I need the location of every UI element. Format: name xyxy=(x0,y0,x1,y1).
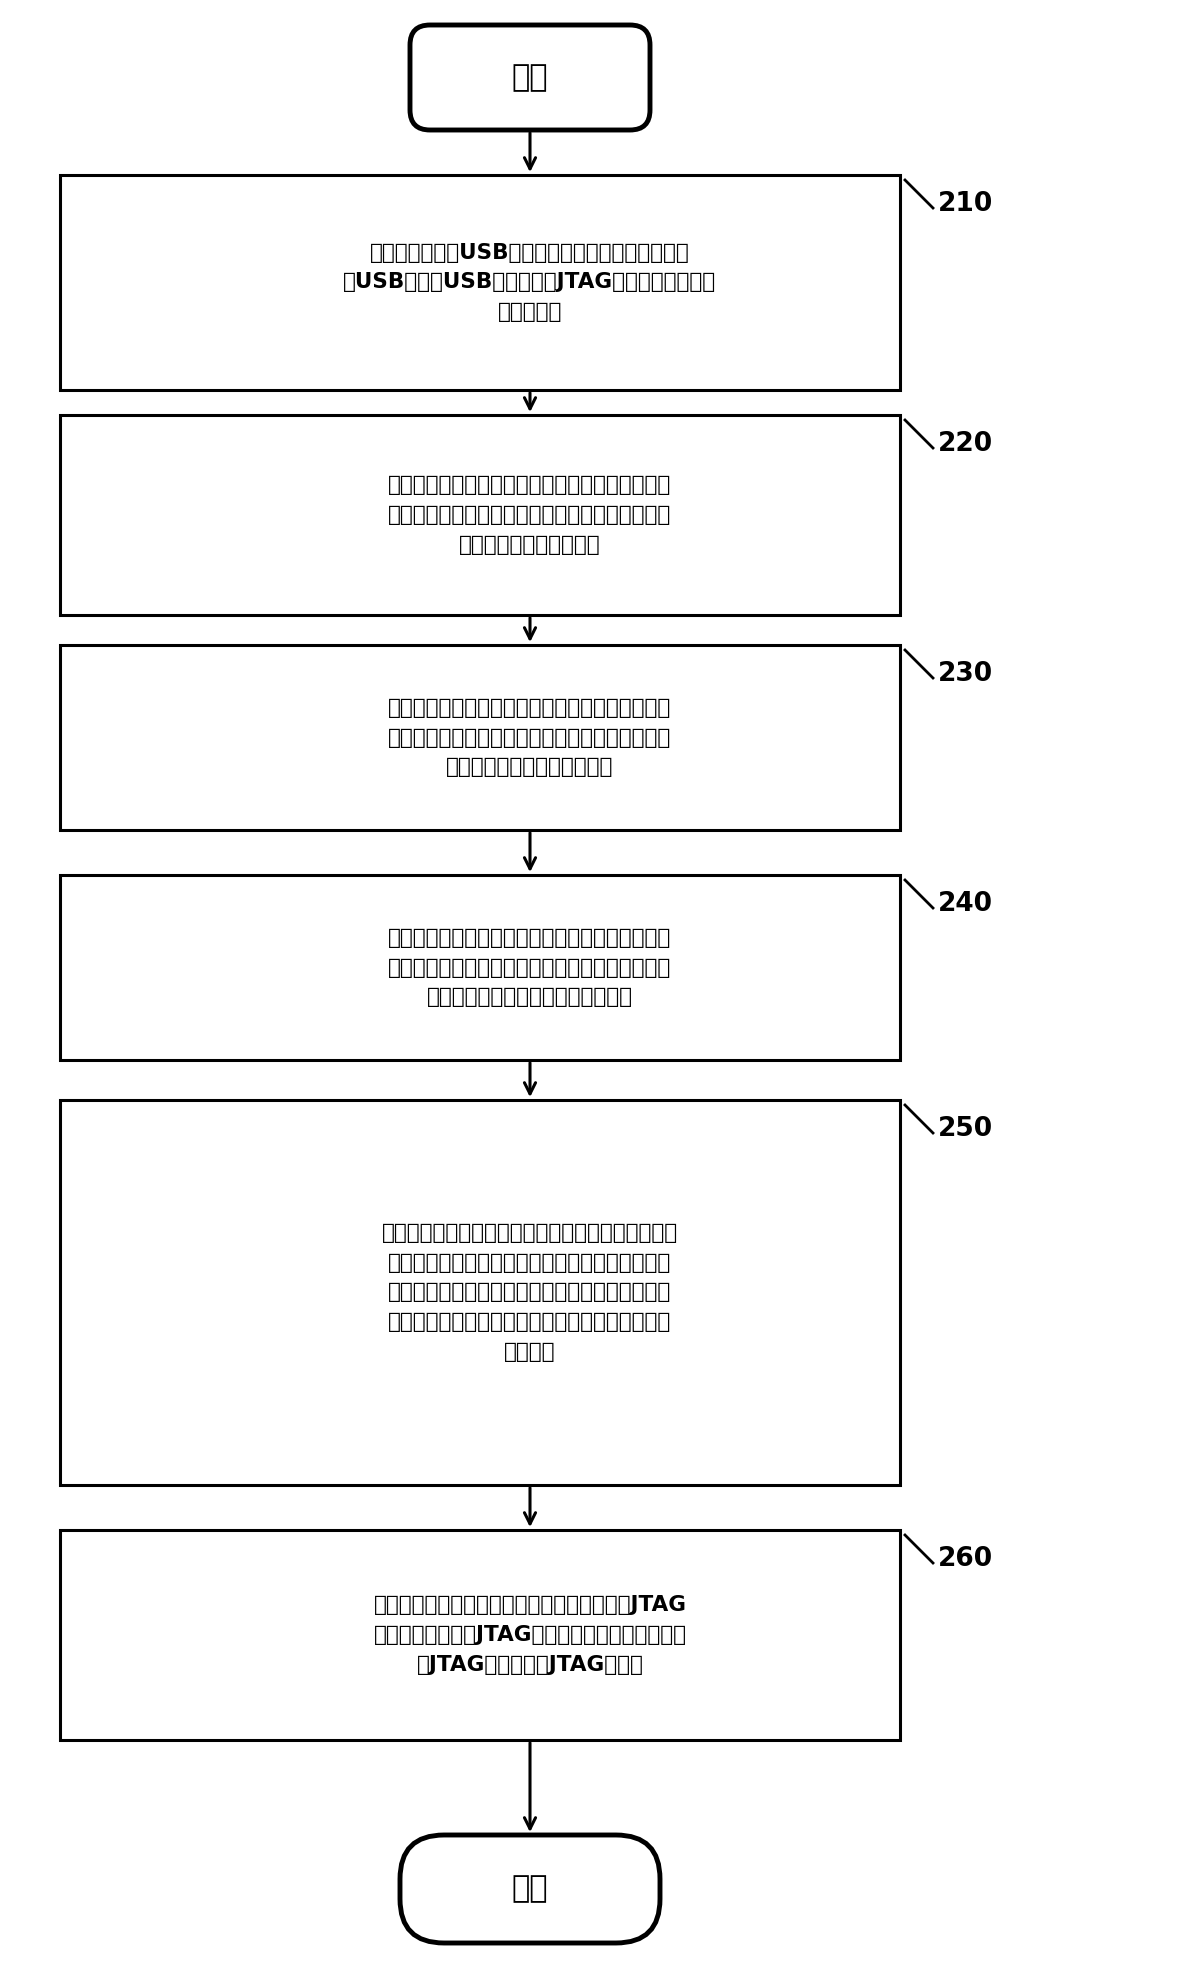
Text: 210: 210 xyxy=(938,191,993,217)
Bar xyxy=(60,876,900,1061)
Text: 该反馈模块的模拟转数字元件持续将该第二输出电
压转换为相应的电压数值，并且通过该集成电路总
线将该电压数值传送至该微控制单元: 该反馈模块的模拟转数字元件持续将该第二输出电 压转换为相应的电压数值，并且通过该… xyxy=(388,929,671,1008)
Text: 230: 230 xyxy=(938,661,993,686)
Text: 开始: 开始 xyxy=(512,63,548,93)
Text: 该微控制单元通过该集成电路总线接收该电压数值，
当接收到的该电压数值与传送的该电压调节数值的
误差超过预设范围时，调整该电压调节数值以使该
电压数值与调整前的该: 该微控制单元通过该集成电路总线接收该电压数值， 当接收到的该电压数值与传送的该电… xyxy=(382,1223,678,1363)
Bar xyxy=(60,414,900,615)
FancyBboxPatch shape xyxy=(400,1836,660,1942)
Text: 微控制单元通过USB端口接收调节请求，并且将来自
该USB端口的USB信号转换为JTAG信号以输出至可编
程逻辑模块: 微控制单元通过USB端口接收调节请求，并且将来自 该USB端口的USB信号转换为… xyxy=(344,243,716,321)
Text: 该微控制单元通过集成电路总线传送相应该调节请
求的电压调节数值至反馈模块的数字转模拟元件以
产生相应的第一输出电压: 该微控制单元通过集成电路总线传送相应该调节请 求的电压调节数值至反馈模块的数字转… xyxy=(388,475,671,554)
Bar xyxy=(60,645,900,830)
Text: 该反馈模块的低压差线性稳压器对该第一输出电压
进行稳压以产生第二输出电压，并且将该第二输出
电压输出至该可编程逻辑模块: 该反馈模块的低压差线性稳压器对该第一输出电压 进行稳压以产生第二输出电压，并且将… xyxy=(388,698,671,777)
Bar xyxy=(60,176,900,390)
Text: 250: 250 xyxy=(938,1116,993,1142)
Bar xyxy=(60,1530,900,1739)
Text: 240: 240 xyxy=(938,891,993,917)
Text: 结束: 结束 xyxy=(512,1875,548,1903)
Bar xyxy=(60,1100,900,1485)
FancyBboxPatch shape xyxy=(410,26,650,130)
Text: 220: 220 xyxy=(938,432,993,458)
Text: 该可编程逻辑模块接收该第二输出电压作为该JTAG
信号的电压，使该JTAG信号的电压成为可调，并将
该JTAG信号输出至JTAG连接器: 该可编程逻辑模块接收该第二输出电压作为该JTAG 信号的电压，使该JTAG信号的… xyxy=(374,1595,687,1674)
Text: 260: 260 xyxy=(938,1546,993,1572)
